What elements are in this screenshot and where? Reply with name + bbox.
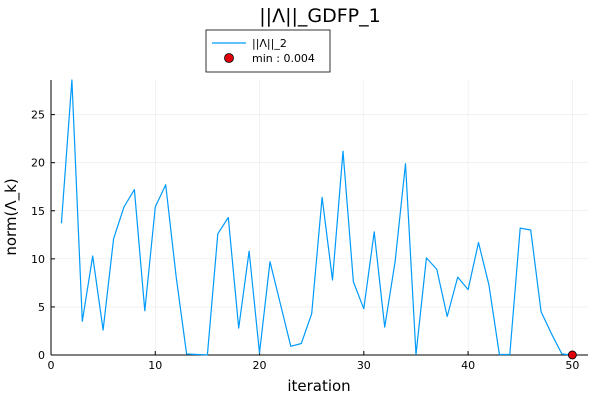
series-layer [60, 79, 577, 360]
x-tick-label: 50 [565, 359, 579, 372]
y-tick-label: 20 [31, 157, 45, 170]
legend-label-norm: ||Λ||_2 [252, 37, 287, 50]
x-tick-label: 40 [461, 359, 475, 372]
x-tick-label: 20 [253, 359, 267, 372]
legend: ||Λ||_2 min : 0.004 [205, 29, 331, 73]
y-tick-label: 0 [38, 349, 45, 362]
x-axis-label: iteration [287, 377, 350, 395]
y-tick-label: 5 [38, 301, 45, 314]
chart-title: ||Λ||_GDFP_1 [259, 5, 380, 27]
legend-label-min: min : 0.004 [252, 52, 315, 65]
x-tick-label: 0 [48, 359, 55, 372]
y-tick-label: 25 [31, 109, 45, 122]
series-line-norm [60, 79, 573, 356]
y-axis-label: norm(Λ_k) [2, 178, 21, 255]
x-tick-label: 30 [357, 359, 371, 372]
y-tick-label: 10 [31, 253, 45, 266]
legend-marker-swatch [224, 53, 234, 63]
min-marker [567, 350, 577, 360]
legend-box [205, 29, 331, 73]
x-tick-label: 10 [148, 359, 162, 372]
axes-layer: 0 10 20 30 40 50 0 5 10 15 20 25 [31, 80, 588, 372]
y-tick-label: 15 [31, 205, 45, 218]
grid-layer [50, 80, 588, 356]
